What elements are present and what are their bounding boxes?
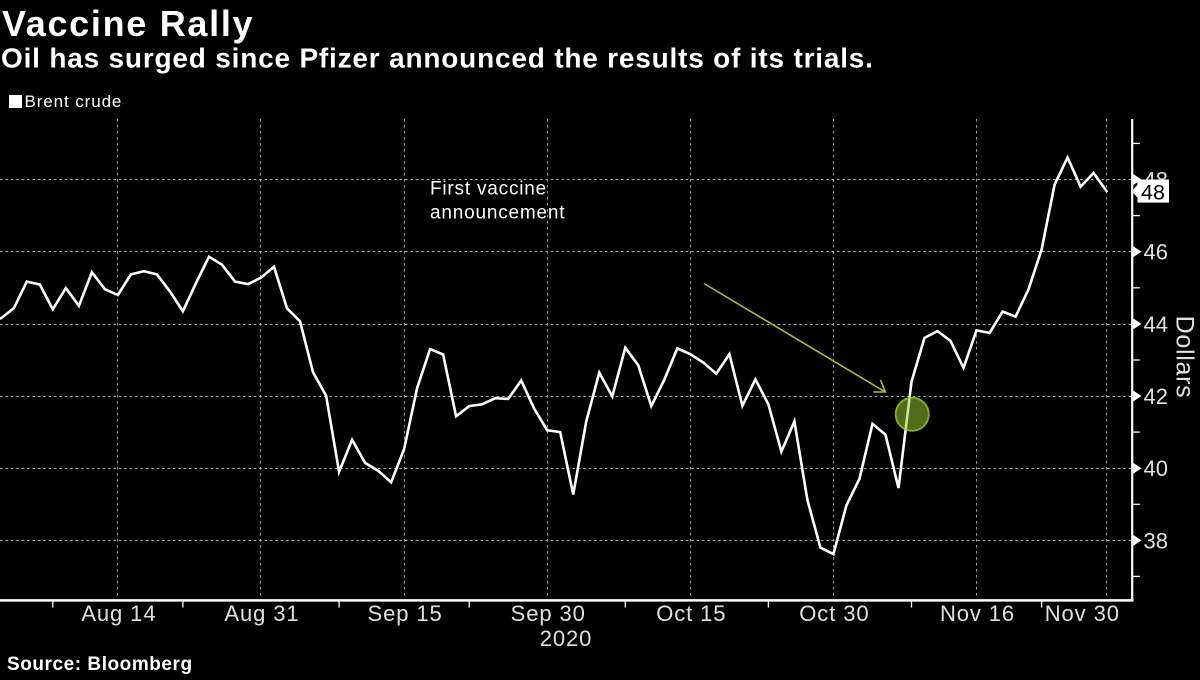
- svg-text:Brent crude: Brent crude: [25, 92, 123, 111]
- svg-text:48: 48: [1141, 180, 1165, 204]
- svg-text:Nov 16: Nov 16: [940, 601, 1015, 626]
- svg-text:Source: Bloomberg: Source: Bloomberg: [7, 654, 193, 675]
- svg-text:Oct 15: Oct 15: [656, 601, 726, 626]
- svg-text:Sep 15: Sep 15: [368, 601, 443, 626]
- svg-text:Aug 14: Aug 14: [81, 601, 156, 626]
- svg-text:Vaccine Rally: Vaccine Rally: [2, 3, 254, 44]
- svg-text:Dollars: Dollars: [1171, 316, 1199, 399]
- svg-text:Aug 31: Aug 31: [224, 601, 299, 626]
- svg-text:46: 46: [1144, 240, 1168, 265]
- svg-text:announcement: announcement: [430, 203, 565, 224]
- svg-text:Oil has surged since Pfizer an: Oil has surged since Pfizer announced th…: [1, 43, 874, 74]
- svg-text:38: 38: [1144, 528, 1168, 553]
- svg-text:Sep 30: Sep 30: [511, 601, 586, 626]
- svg-text:44: 44: [1144, 312, 1168, 337]
- svg-text:40: 40: [1144, 456, 1168, 481]
- svg-text:42: 42: [1144, 384, 1168, 409]
- svg-text:2020: 2020: [540, 626, 593, 651]
- svg-text:Oct 30: Oct 30: [799, 601, 869, 626]
- svg-text:First vaccine: First vaccine: [430, 178, 547, 199]
- svg-text:Nov 30: Nov 30: [1045, 601, 1120, 626]
